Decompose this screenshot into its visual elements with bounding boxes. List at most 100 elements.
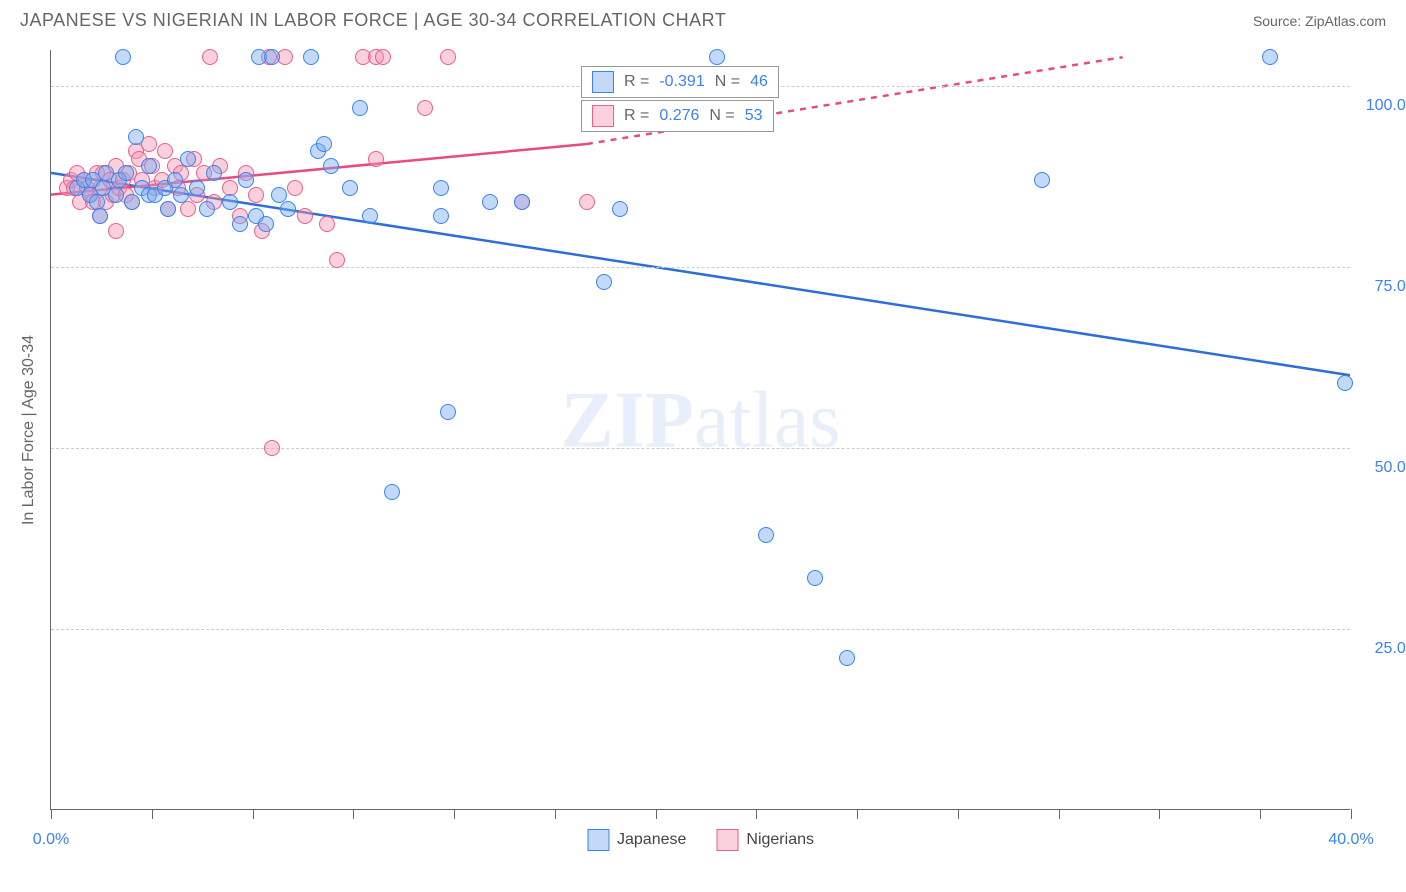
scatter-point-japanese (118, 165, 134, 181)
scatter-point-japanese (222, 194, 238, 210)
stat-n-label: N = (709, 107, 734, 125)
watermark-bold: ZIP (561, 376, 694, 464)
stat-n-value: 53 (745, 107, 763, 125)
scatter-point-japanese (264, 49, 280, 65)
scatter-point-japanese (108, 187, 124, 203)
scatter-point-japanese (1034, 172, 1050, 188)
x-tick (1260, 809, 1261, 819)
stat-r-label: R = (624, 107, 649, 125)
scatter-point-japanese (280, 201, 296, 217)
x-tick (1059, 809, 1060, 819)
stat-n-value: 46 (750, 73, 768, 91)
gridline (51, 267, 1350, 268)
scatter-point-japanese (1337, 375, 1353, 391)
scatter-point-japanese (758, 527, 774, 543)
scatter-point-japanese (596, 274, 612, 290)
x-tick (656, 809, 657, 819)
source-label: Source: ZipAtlas.com (1253, 13, 1386, 29)
legend-item: Nigerians (716, 829, 814, 851)
x-tick-label: 40.0% (1328, 831, 1373, 849)
x-tick-label: 0.0% (33, 831, 69, 849)
scatter-point-nigerians (108, 223, 124, 239)
legend-label: Nigerians (746, 831, 814, 849)
source-prefix: Source: (1253, 13, 1305, 29)
scatter-point-japanese (258, 216, 274, 232)
scatter-point-japanese (271, 187, 287, 203)
scatter-point-nigerians (417, 100, 433, 116)
scatter-point-japanese (115, 49, 131, 65)
x-tick (353, 809, 354, 819)
scatter-point-japanese (180, 151, 196, 167)
scatter-point-japanese (440, 404, 456, 420)
scatter-point-japanese (362, 208, 378, 224)
scatter-point-japanese (89, 194, 105, 210)
scatter-point-nigerians (579, 194, 595, 210)
scatter-point-japanese (173, 187, 189, 203)
scatter-point-japanese (514, 194, 530, 210)
scatter-point-japanese (199, 201, 215, 217)
scatter-point-nigerians (375, 49, 391, 65)
x-tick (253, 809, 254, 819)
chart-header: JAPANESE VS NIGERIAN IN LABOR FORCE | AG… (0, 0, 1406, 37)
y-tick-label: 50.0% (1375, 459, 1406, 477)
scatter-point-japanese (323, 158, 339, 174)
scatter-point-japanese (433, 180, 449, 196)
x-tick (1351, 809, 1352, 819)
scatter-point-japanese (433, 208, 449, 224)
stat-box-row: R = 0.276 N = 53 (581, 100, 774, 132)
x-tick (958, 809, 959, 819)
legend-swatch (592, 105, 614, 127)
scatter-point-japanese (124, 194, 140, 210)
scatter-point-japanese (141, 158, 157, 174)
scatter-point-japanese (128, 129, 144, 145)
chart-title: JAPANESE VS NIGERIAN IN LABOR FORCE | AG… (20, 10, 726, 31)
legend-item: Japanese (587, 829, 686, 851)
scatter-point-nigerians (319, 216, 335, 232)
scatter-point-japanese (1262, 49, 1278, 65)
scatter-point-japanese (384, 484, 400, 500)
legend-swatch (592, 71, 614, 93)
scatter-point-japanese (160, 201, 176, 217)
scatter-point-nigerians (297, 208, 313, 224)
legend-swatch (716, 829, 738, 851)
scatter-point-japanese (206, 165, 222, 181)
scatter-point-japanese (709, 49, 725, 65)
y-tick-label: 75.0% (1375, 278, 1406, 296)
scatter-point-japanese (352, 100, 368, 116)
scatter-point-japanese (92, 208, 108, 224)
gridline (51, 448, 1350, 449)
scatter-point-nigerians (368, 151, 384, 167)
scatter-point-japanese (482, 194, 498, 210)
legend-label: Japanese (617, 831, 686, 849)
scatter-point-japanese (316, 136, 332, 152)
scatter-point-japanese (238, 172, 254, 188)
stat-n-label: N = (715, 73, 740, 91)
gridline (51, 629, 1350, 630)
stat-r-value: 0.276 (659, 107, 699, 125)
scatter-point-japanese (612, 201, 628, 217)
source-name: ZipAtlas.com (1305, 13, 1386, 29)
x-tick (454, 809, 455, 819)
scatter-point-nigerians (248, 187, 264, 203)
scatter-point-nigerians (157, 143, 173, 159)
scatter-point-nigerians (440, 49, 456, 65)
legend-swatch (587, 829, 609, 851)
scatter-point-japanese (189, 180, 205, 196)
x-tick (857, 809, 858, 819)
scatter-point-nigerians (202, 49, 218, 65)
scatter-point-nigerians (329, 252, 345, 268)
y-axis-title: In Labor Force | Age 30-34 (20, 335, 38, 525)
scatter-point-japanese (303, 49, 319, 65)
y-tick-label: 100.0% (1366, 97, 1406, 115)
scatter-point-japanese (807, 570, 823, 586)
watermark: ZIPatlas (561, 375, 841, 466)
scatter-point-japanese (232, 216, 248, 232)
x-tick (152, 809, 153, 819)
bottom-legend: Japanese Nigerians (587, 829, 814, 851)
trend-lines (51, 50, 1350, 809)
scatter-point-nigerians (180, 201, 196, 217)
scatter-point-japanese (342, 180, 358, 196)
watermark-light: atlas (694, 376, 841, 464)
plot-area: ZIPatlas JapaneseNigerians 25.0%50.0%75.… (50, 50, 1350, 810)
x-tick (555, 809, 556, 819)
